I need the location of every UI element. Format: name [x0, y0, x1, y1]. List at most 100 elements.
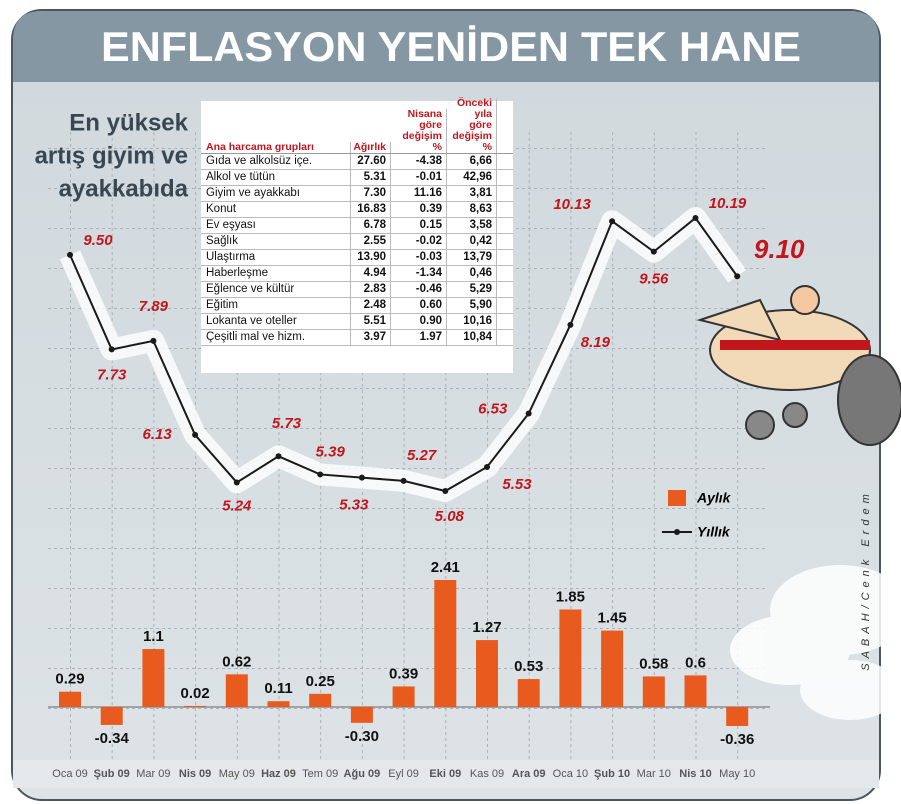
- title: ENFLASYON YENİDEN TEK HANE: [101, 23, 801, 70]
- line-value-label: 5.33: [339, 497, 369, 514]
- x-tick-label: Eyl 09: [388, 768, 419, 780]
- table-header-cell: Nisana göre değişim%: [391, 109, 447, 153]
- table-header-cell: Ağırlık: [351, 142, 391, 153]
- header-line: %: [482, 141, 492, 153]
- line-value-label: 5.73: [272, 415, 302, 432]
- line-value-label: 9.50: [83, 232, 113, 249]
- line-point: [650, 248, 657, 255]
- line-value-label: 6.53: [478, 401, 508, 418]
- legend-swatch: [668, 490, 686, 506]
- bar: [559, 609, 582, 707]
- bar-value-label: 1.45: [597, 610, 626, 627]
- bar: [517, 679, 540, 707]
- table-cell: 5.51: [351, 314, 391, 329]
- table-row: Eğitim 2.48 0.60 5,90: [201, 298, 513, 314]
- table-cell: 0.60: [391, 298, 447, 313]
- bar-value-label: 0.29: [55, 671, 84, 688]
- table-cell: 4.94: [351, 266, 391, 281]
- title-band: [13, 11, 879, 82]
- line-point: [275, 453, 282, 460]
- bar-value-label: 0.25: [306, 673, 335, 690]
- header-line: Önceki yıla: [456, 97, 492, 120]
- x-tick-label: Mar 10: [637, 768, 671, 780]
- subtitle-line: ayakkabıda: [59, 175, 189, 202]
- x-tick-label: Nis 09: [179, 768, 211, 780]
- bar-value-label: 0.6: [685, 654, 706, 671]
- table-cell: Eğitim: [201, 298, 351, 313]
- bar: [100, 707, 123, 725]
- line-point: [567, 321, 574, 328]
- table-cell: Çeşitli mal ve hizm.: [201, 330, 351, 345]
- bar-value-label: 0.02: [180, 685, 209, 702]
- line-value-label: 9.56: [639, 271, 669, 288]
- bar: [350, 707, 373, 723]
- line-value-label: 5.53: [502, 476, 532, 493]
- table-cell: 13,79: [447, 250, 497, 265]
- bar: [726, 707, 749, 726]
- x-tick-label: May 09: [219, 768, 255, 780]
- table-cell: 0,46: [447, 266, 497, 281]
- line-value-label: 5.08: [435, 508, 465, 525]
- table-cell: -0.46: [391, 282, 447, 297]
- bar: [642, 676, 665, 707]
- bar-value-label: -0.36: [720, 731, 754, 748]
- bar: [59, 691, 81, 707]
- bar: [684, 675, 707, 707]
- table-cell: Lokanta ve oteller: [201, 314, 351, 329]
- table-cell: Eğlence ve kültür: [201, 282, 351, 297]
- x-tick-label: Nis 10: [679, 768, 711, 780]
- subtitle-line: En yüksek: [69, 109, 188, 136]
- table-cell: 5.31: [351, 170, 391, 185]
- table-cell: Sağlık: [201, 234, 351, 249]
- line-point: [233, 479, 240, 486]
- table-cell: 2.83: [351, 282, 391, 297]
- table-cell: 0.90: [391, 314, 447, 329]
- table-cell: -0.03: [391, 250, 447, 265]
- table-cell: 10,16: [447, 314, 497, 329]
- table-cell: 11.16: [391, 186, 447, 201]
- table-cell: Gıda ve alkolsüz içe.: [201, 154, 351, 169]
- x-tick-label: Kas 09: [470, 768, 504, 780]
- table: Ana harcama grupları Ağırlık Nisana göre de…: [201, 97, 513, 373]
- bar-value-label: 0.53: [514, 658, 543, 675]
- line-point: [442, 488, 449, 494]
- x-tick-label: Oca 10: [553, 768, 588, 780]
- line-point: [484, 463, 490, 470]
- axis-band: [13, 760, 879, 788]
- table-cell: 6,66: [447, 154, 497, 169]
- header-line: göre değişim: [452, 119, 492, 142]
- table-cell: 6.78: [351, 218, 391, 233]
- line-value-label: 8.19: [581, 334, 611, 351]
- table-body: Gıda ve alkolsüz içe. 27.60 -4.38 6,66 Alkol…: [201, 154, 513, 346]
- legend-label: Aylık: [696, 490, 732, 506]
- line-point: [108, 346, 115, 353]
- table-cell: Alkol ve tütün: [201, 170, 351, 185]
- x-tick-label: May 10: [719, 768, 755, 780]
- line-point: [692, 215, 699, 221]
- line-point: [150, 337, 157, 344]
- line-value-label: 5.27: [407, 447, 437, 464]
- table-row: Ev eşyası 6.78 0.15 3,58: [201, 218, 513, 234]
- table-cell: 7.30: [351, 186, 391, 201]
- table-row: Gıda ve alkolsüz içe. 27.60 -4.38 6,66: [201, 154, 513, 170]
- table-cell: 3,81: [447, 186, 497, 201]
- x-tick-label: Şub 10: [594, 768, 630, 780]
- table-cell: Ev eşyası: [201, 218, 351, 233]
- line-point: [609, 218, 616, 225]
- table-row: Alkol ve tütün 5.31 -0.01 42,96: [201, 170, 513, 186]
- table-cell: -0.02: [391, 234, 447, 249]
- clouds: [730, 565, 901, 720]
- x-tick-label: Eki 09: [429, 768, 461, 780]
- table-cell: 8,63: [447, 202, 497, 217]
- line-value-label: 7.73: [97, 366, 127, 383]
- header-line: Nisana göre: [407, 108, 442, 131]
- bar-value-label: -0.34: [95, 730, 130, 747]
- x-tick-label: Ara 09: [512, 768, 546, 780]
- table-cell: -1.34: [391, 266, 447, 281]
- table-cell: 2.55: [351, 234, 391, 249]
- bar: [309, 693, 332, 707]
- table-row: Ulaştırma 13.90 -0.03 13,79: [201, 250, 513, 266]
- table-cell: 5,90: [447, 298, 497, 313]
- x-tick-label: Şub 09: [94, 768, 130, 780]
